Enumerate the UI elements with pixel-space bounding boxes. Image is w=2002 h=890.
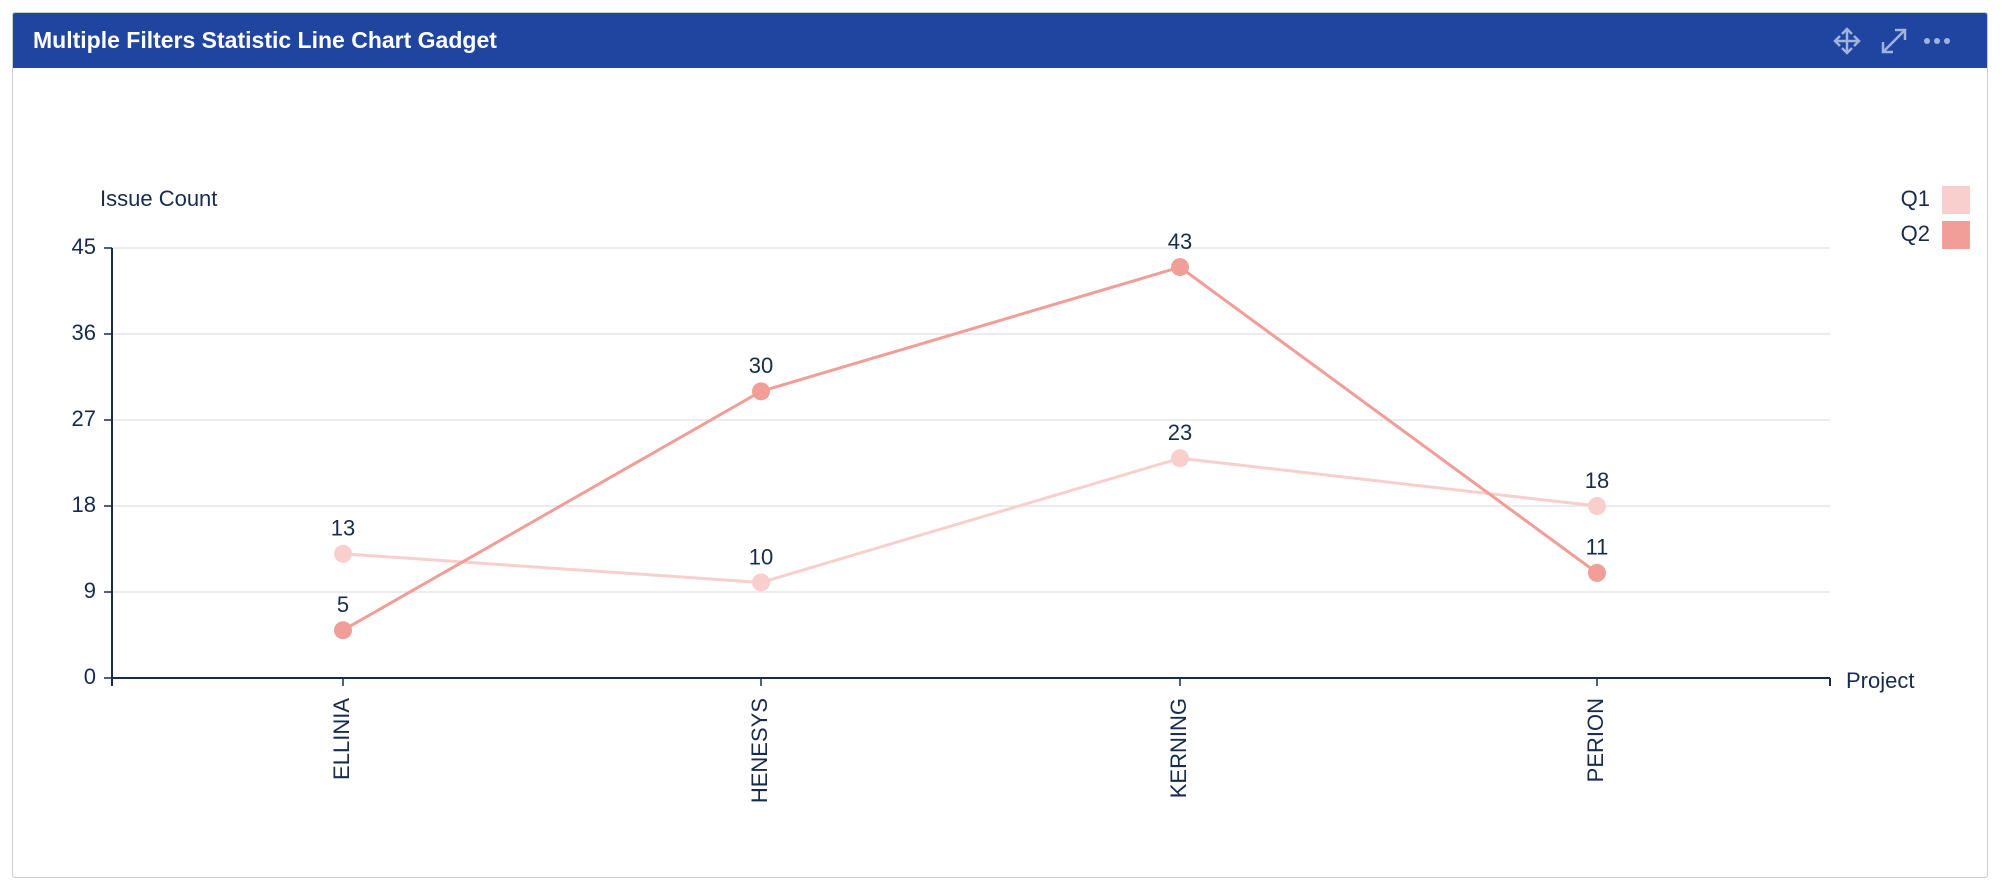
series-line	[342, 265, 1598, 632]
y-tick-label: 27	[72, 406, 96, 431]
data-point	[334, 621, 352, 640]
expand-icon[interactable]	[1881, 28, 1907, 54]
series-line	[342, 456, 1598, 584]
data-point	[1171, 449, 1189, 468]
y-axis-title: Issue Count	[100, 186, 217, 211]
y-tick-label: 45	[72, 234, 96, 259]
data-label: 11	[1586, 535, 1609, 560]
x-axis-title: Project	[1846, 668, 1914, 693]
gadget-panel: Multiple Filters Statistic Line Chart Ga…	[12, 12, 1988, 878]
data-label: 18	[1585, 468, 1609, 493]
data-point	[334, 544, 352, 563]
legend-swatch	[1942, 221, 1970, 249]
data-point	[1588, 497, 1606, 515]
more-icon[interactable]	[1924, 38, 1950, 44]
data-point	[752, 382, 770, 401]
data-label: 23	[1168, 420, 1192, 445]
y-tick-label: 0	[84, 664, 96, 689]
legend-swatch	[1942, 186, 1970, 214]
x-tick-label: HENESYS	[747, 698, 772, 803]
y-tick-label: 9	[84, 578, 96, 603]
data-point	[1588, 563, 1606, 582]
data-label: 10	[749, 544, 773, 569]
data-label: 13	[331, 516, 355, 541]
header-icons	[1833, 27, 1950, 55]
x-tick-label: PERION	[1583, 698, 1608, 782]
legend-label: Q2	[1901, 221, 1930, 246]
legend-label: Q1	[1901, 186, 1930, 211]
move-icon[interactable]	[1833, 27, 1861, 55]
gadget-header: Multiple Filters Statistic Line Chart Ga…	[13, 13, 1987, 68]
y-tick-label: 18	[72, 492, 96, 517]
x-tick-label: ELLINIA	[329, 698, 354, 780]
data-point	[752, 573, 770, 592]
data-label: 30	[749, 353, 773, 378]
y-tick-label: 36	[72, 320, 96, 345]
data-label: 43	[1168, 229, 1192, 254]
gadget-title: Multiple Filters Statistic Line Chart Ga…	[33, 27, 497, 53]
x-tick-label: KERNING	[1166, 698, 1191, 798]
data-label: 5	[337, 592, 349, 617]
data-point	[1171, 258, 1189, 277]
